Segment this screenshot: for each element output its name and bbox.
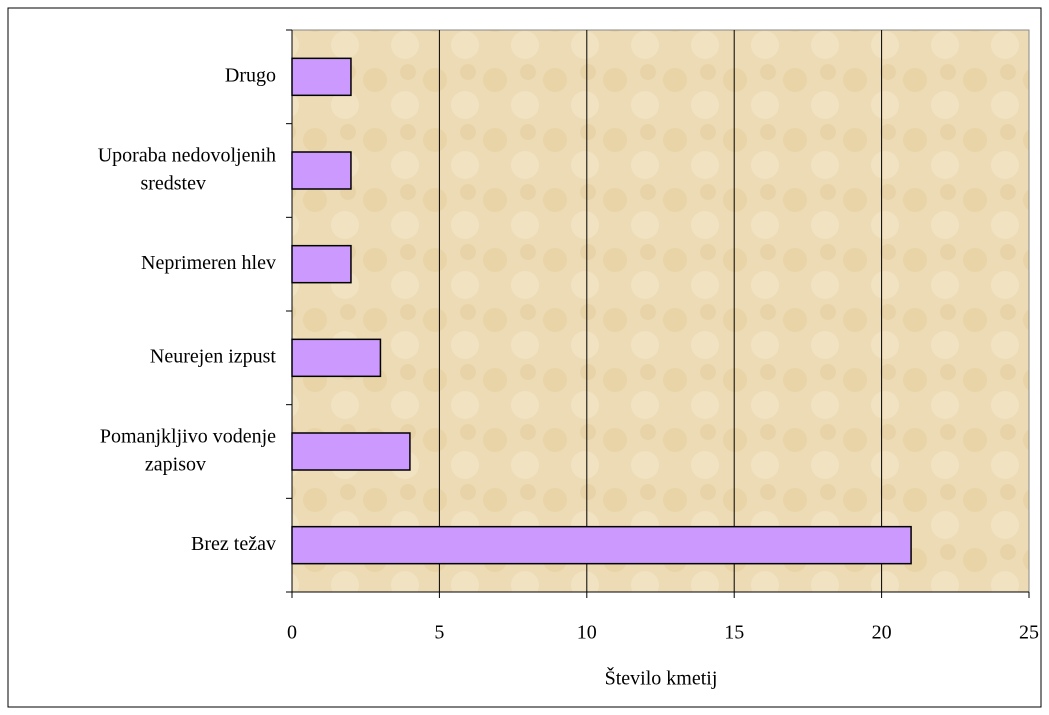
- bar: [291, 338, 382, 378]
- y-tick-label: Neurejen izpust: [150, 345, 277, 367]
- x-tick-label: 10: [577, 622, 597, 644]
- x-tick-label: 20: [872, 622, 892, 644]
- x-tick-label: 25: [1019, 622, 1039, 644]
- y-tick-label: Brez težav: [191, 533, 276, 555]
- bar: [291, 151, 352, 190]
- bar: [291, 57, 352, 97]
- x-axis-label: Število kmetij: [605, 666, 718, 690]
- y-tick-label: Drugo: [225, 64, 276, 86]
- y-tick-label: Uporaba nedovoljenih sredstev: [98, 144, 276, 194]
- plot-area: [291, 29, 1030, 593]
- y-tick-label: Neprimeren hlev: [141, 252, 276, 274]
- x-tick-label: 0: [287, 622, 297, 644]
- x-tick-label: 15: [724, 622, 744, 644]
- bar: [291, 525, 912, 565]
- x-tick-label: 5: [434, 622, 444, 644]
- bar: [291, 244, 352, 284]
- y-tick-label: Pomanjkljivo vodenje zapisov: [100, 425, 276, 475]
- bar: [291, 432, 411, 471]
